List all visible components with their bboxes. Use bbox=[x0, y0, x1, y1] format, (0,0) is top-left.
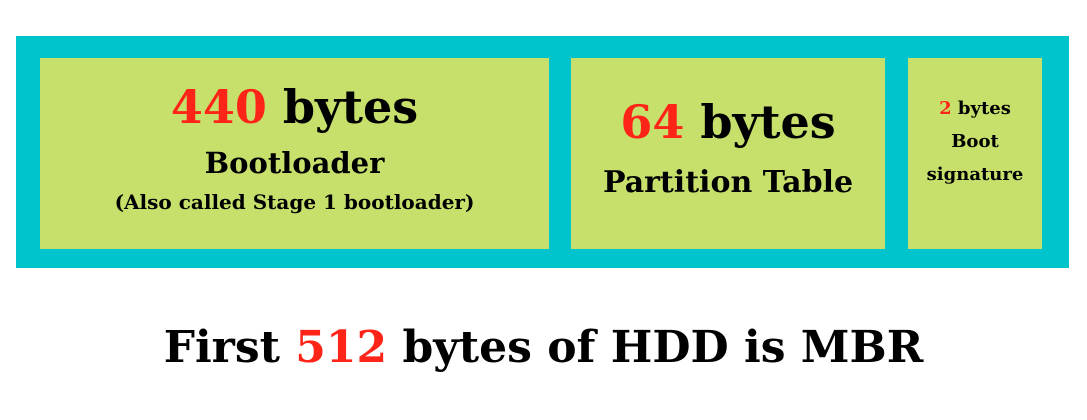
partition-table-block: 64 bytes Partition Table bbox=[571, 58, 885, 249]
bootloader-size-unit: bytes bbox=[282, 80, 419, 135]
boot-signature-label-line2: signature bbox=[926, 164, 1024, 185]
partition-table-size-unit: bytes bbox=[700, 95, 836, 150]
boot-signature-size-unit: bytes bbox=[957, 98, 1011, 119]
bootloader-note: (Also called Stage 1 bootloader) bbox=[114, 189, 475, 214]
boot-signature-label-line1: Boot bbox=[951, 131, 999, 152]
boot-signature-size-number: 2 bbox=[939, 98, 952, 119]
bootloader-size: 440 bytes bbox=[171, 80, 418, 135]
boot-signature-size: 2 bytes bbox=[939, 92, 1011, 125]
bootloader-label: Bootloader bbox=[204, 146, 385, 181]
caption-after: bytes of HDD is MBR bbox=[402, 322, 924, 373]
partition-table-label: Partition Table bbox=[602, 164, 854, 200]
bootloader-block: 440 bytes Bootloader (Also called Stage … bbox=[40, 58, 549, 249]
boot-signature-block: 2 bytes Boot signature bbox=[908, 58, 1042, 249]
bootloader-size-number: 440 bbox=[170, 80, 267, 135]
caption-number: 512 bbox=[295, 322, 388, 373]
partition-table-size: 64 bytes bbox=[620, 95, 835, 150]
partition-table-size-number: 64 bbox=[620, 95, 685, 150]
mbr-caption: First 512 bytes of HDD is MBR bbox=[0, 322, 1087, 375]
caption-before: First bbox=[163, 322, 280, 373]
